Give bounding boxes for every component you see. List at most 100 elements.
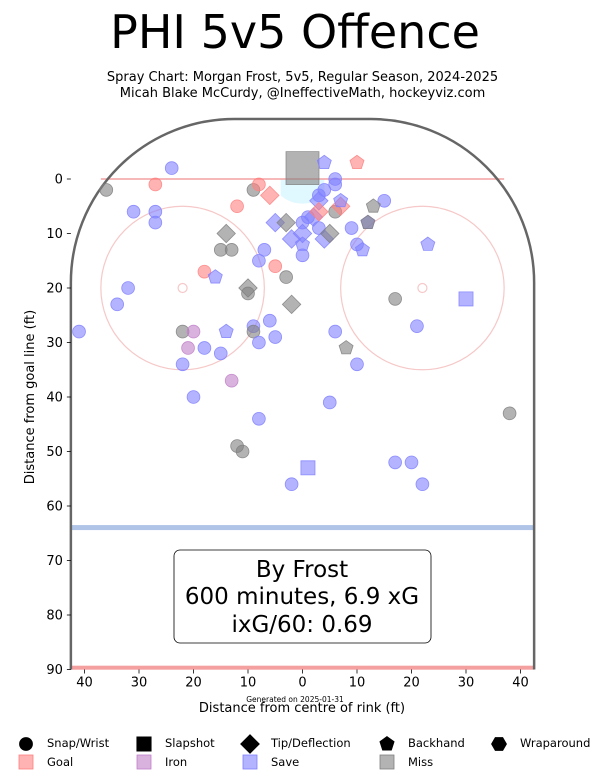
legend-shape-label: Snap/Wrist [47, 736, 110, 750]
subtitle-line-2: Micah Blake McCurdy, @IneffectiveMath, h… [119, 86, 486, 101]
square-icon [136, 736, 152, 752]
legend-swatch-miss [379, 754, 395, 770]
circle-icon [19, 737, 33, 751]
shot-circle-miss [246, 324, 261, 339]
shot-circle-miss [99, 183, 114, 197]
y-tick-label: 60 [46, 500, 63, 515]
summary-box-frame [173, 549, 432, 644]
faceoff-dot-left [177, 282, 188, 294]
shot-circle-save [268, 330, 283, 344]
shot-circle-save [404, 455, 419, 470]
legend-outcome-label: Iron [165, 755, 187, 769]
summary-line-3: ixG/60: 0.69 [231, 612, 372, 638]
shot-circle-save [252, 411, 266, 426]
x-tick-label: 20 [403, 676, 420, 691]
shot-circle-save [186, 390, 201, 404]
shot-circle-save [72, 324, 86, 339]
shot-circle-save [262, 313, 277, 328]
shot-circle-iron [181, 341, 195, 355]
shot-circle-miss [279, 270, 293, 284]
x-tick-label: 10 [240, 676, 257, 691]
shot-circle-save [164, 161, 179, 175]
shot-circle-miss [502, 406, 517, 421]
summary-line-1: By Frost [256, 557, 348, 583]
shot-diamond-miss [216, 223, 236, 244]
shot-diamond-goal [309, 201, 329, 222]
shot-diamond-miss [276, 212, 296, 233]
shot-circle-save [213, 346, 228, 361]
shot-circle-save [284, 477, 299, 492]
shot-circle-miss [235, 444, 250, 459]
shot-circle-save [121, 281, 135, 295]
shot-pentagon-save [316, 154, 332, 169]
summary-box: By Frost 600 minutes, 6.9 xG ixG/60: 0.6… [173, 549, 432, 644]
summary-line-2: 600 minutes, 6.9 xG [185, 584, 419, 610]
legend-shape-label: Wraparound [520, 736, 590, 750]
legend-swatch-goal [18, 754, 34, 770]
x-axis-label: Distance from centre of rink (ft) [199, 701, 405, 716]
shot-circle-save [350, 357, 364, 372]
shot-pentagon-save [420, 236, 436, 251]
shot-square-save [300, 460, 316, 476]
shot-pentagon-save [295, 236, 310, 251]
legend: Snap/Wrist Slapshot Tip/Deflection Backhand… [18, 734, 590, 770]
chart-subtitle: Spray Chart: Morgan Frost, 5v5, Regular … [0, 70, 605, 102]
shot-circle-save [257, 243, 272, 257]
y-tick-label: 50 [46, 445, 63, 460]
shot-square-miss [285, 151, 320, 185]
y-tick-label: 30 [46, 336, 63, 351]
y-axis-label: Distance from goal line (ft) [23, 310, 38, 484]
legend-shape-label: Backhand [408, 736, 465, 750]
hexagon-icon [491, 737, 507, 751]
shot-circle-save [377, 194, 392, 208]
axes: 40 30 20 10 0 10 20 30 40 0 10 20 30 40 50 60 70 80 90 Dist… [23, 173, 529, 717]
shot-circle-goal [230, 199, 244, 214]
shot-circle-save [148, 215, 163, 230]
shot-circle-save [110, 297, 124, 312]
y-tick-label: 70 [46, 554, 63, 569]
generated-stamp: Generated on 2025-01-31 [246, 695, 344, 704]
legend-shape-label: Slapshot [165, 736, 215, 750]
shot-circle-goal [252, 177, 266, 192]
y-tick-label: 10 [46, 227, 63, 242]
y-tick-label: 40 [46, 391, 63, 406]
shot-circle-save [328, 324, 343, 339]
x-tick-label: 20 [185, 676, 202, 691]
subtitle-line-1: Spray Chart: Morgan Frost, 5v5, Regular … [106, 70, 499, 85]
shot-circle-save [126, 204, 141, 219]
legend-outcome-label: Miss [408, 755, 433, 769]
shot-circle-save [328, 177, 343, 192]
shot-pentagon-save [333, 192, 349, 208]
shot-circle-save [312, 221, 326, 235]
shot-diamond-miss [238, 278, 258, 298]
shot-circle-save [388, 455, 402, 470]
shot-circle-save [252, 335, 266, 350]
x-tick-label: 30 [458, 676, 475, 691]
shot-pentagon-miss [365, 198, 381, 213]
rink-boards [69, 117, 536, 670]
legend-swatch-iron [136, 754, 152, 770]
shot-circle-save [252, 253, 266, 268]
shot-circle-save [410, 319, 424, 333]
faceoff-dot-right [417, 282, 428, 294]
shot-diamond-miss [319, 223, 340, 244]
shot-diamond-goal [260, 185, 280, 206]
x-tick-label: 30 [131, 676, 148, 691]
shot-circle-save [295, 248, 310, 263]
shot-circle-save [175, 357, 190, 372]
shot-circle-goal [148, 177, 163, 192]
blue-line [70, 525, 535, 531]
shot-circle-miss [224, 243, 239, 257]
shot-diamond-miss [281, 294, 302, 315]
shot-circle-iron [224, 373, 239, 388]
chart-title: PHI 5v5 Offence [110, 5, 480, 59]
shot-pentagon-save [207, 269, 223, 284]
shot-pentagon-miss [338, 340, 354, 355]
shot-circle-save [322, 395, 337, 410]
shot-points [72, 151, 517, 492]
pentagon-icon [379, 736, 395, 751]
x-tick-label: 0 [298, 676, 306, 691]
shot-circle-save [317, 183, 332, 197]
y-tick-label: 90 [46, 663, 63, 678]
